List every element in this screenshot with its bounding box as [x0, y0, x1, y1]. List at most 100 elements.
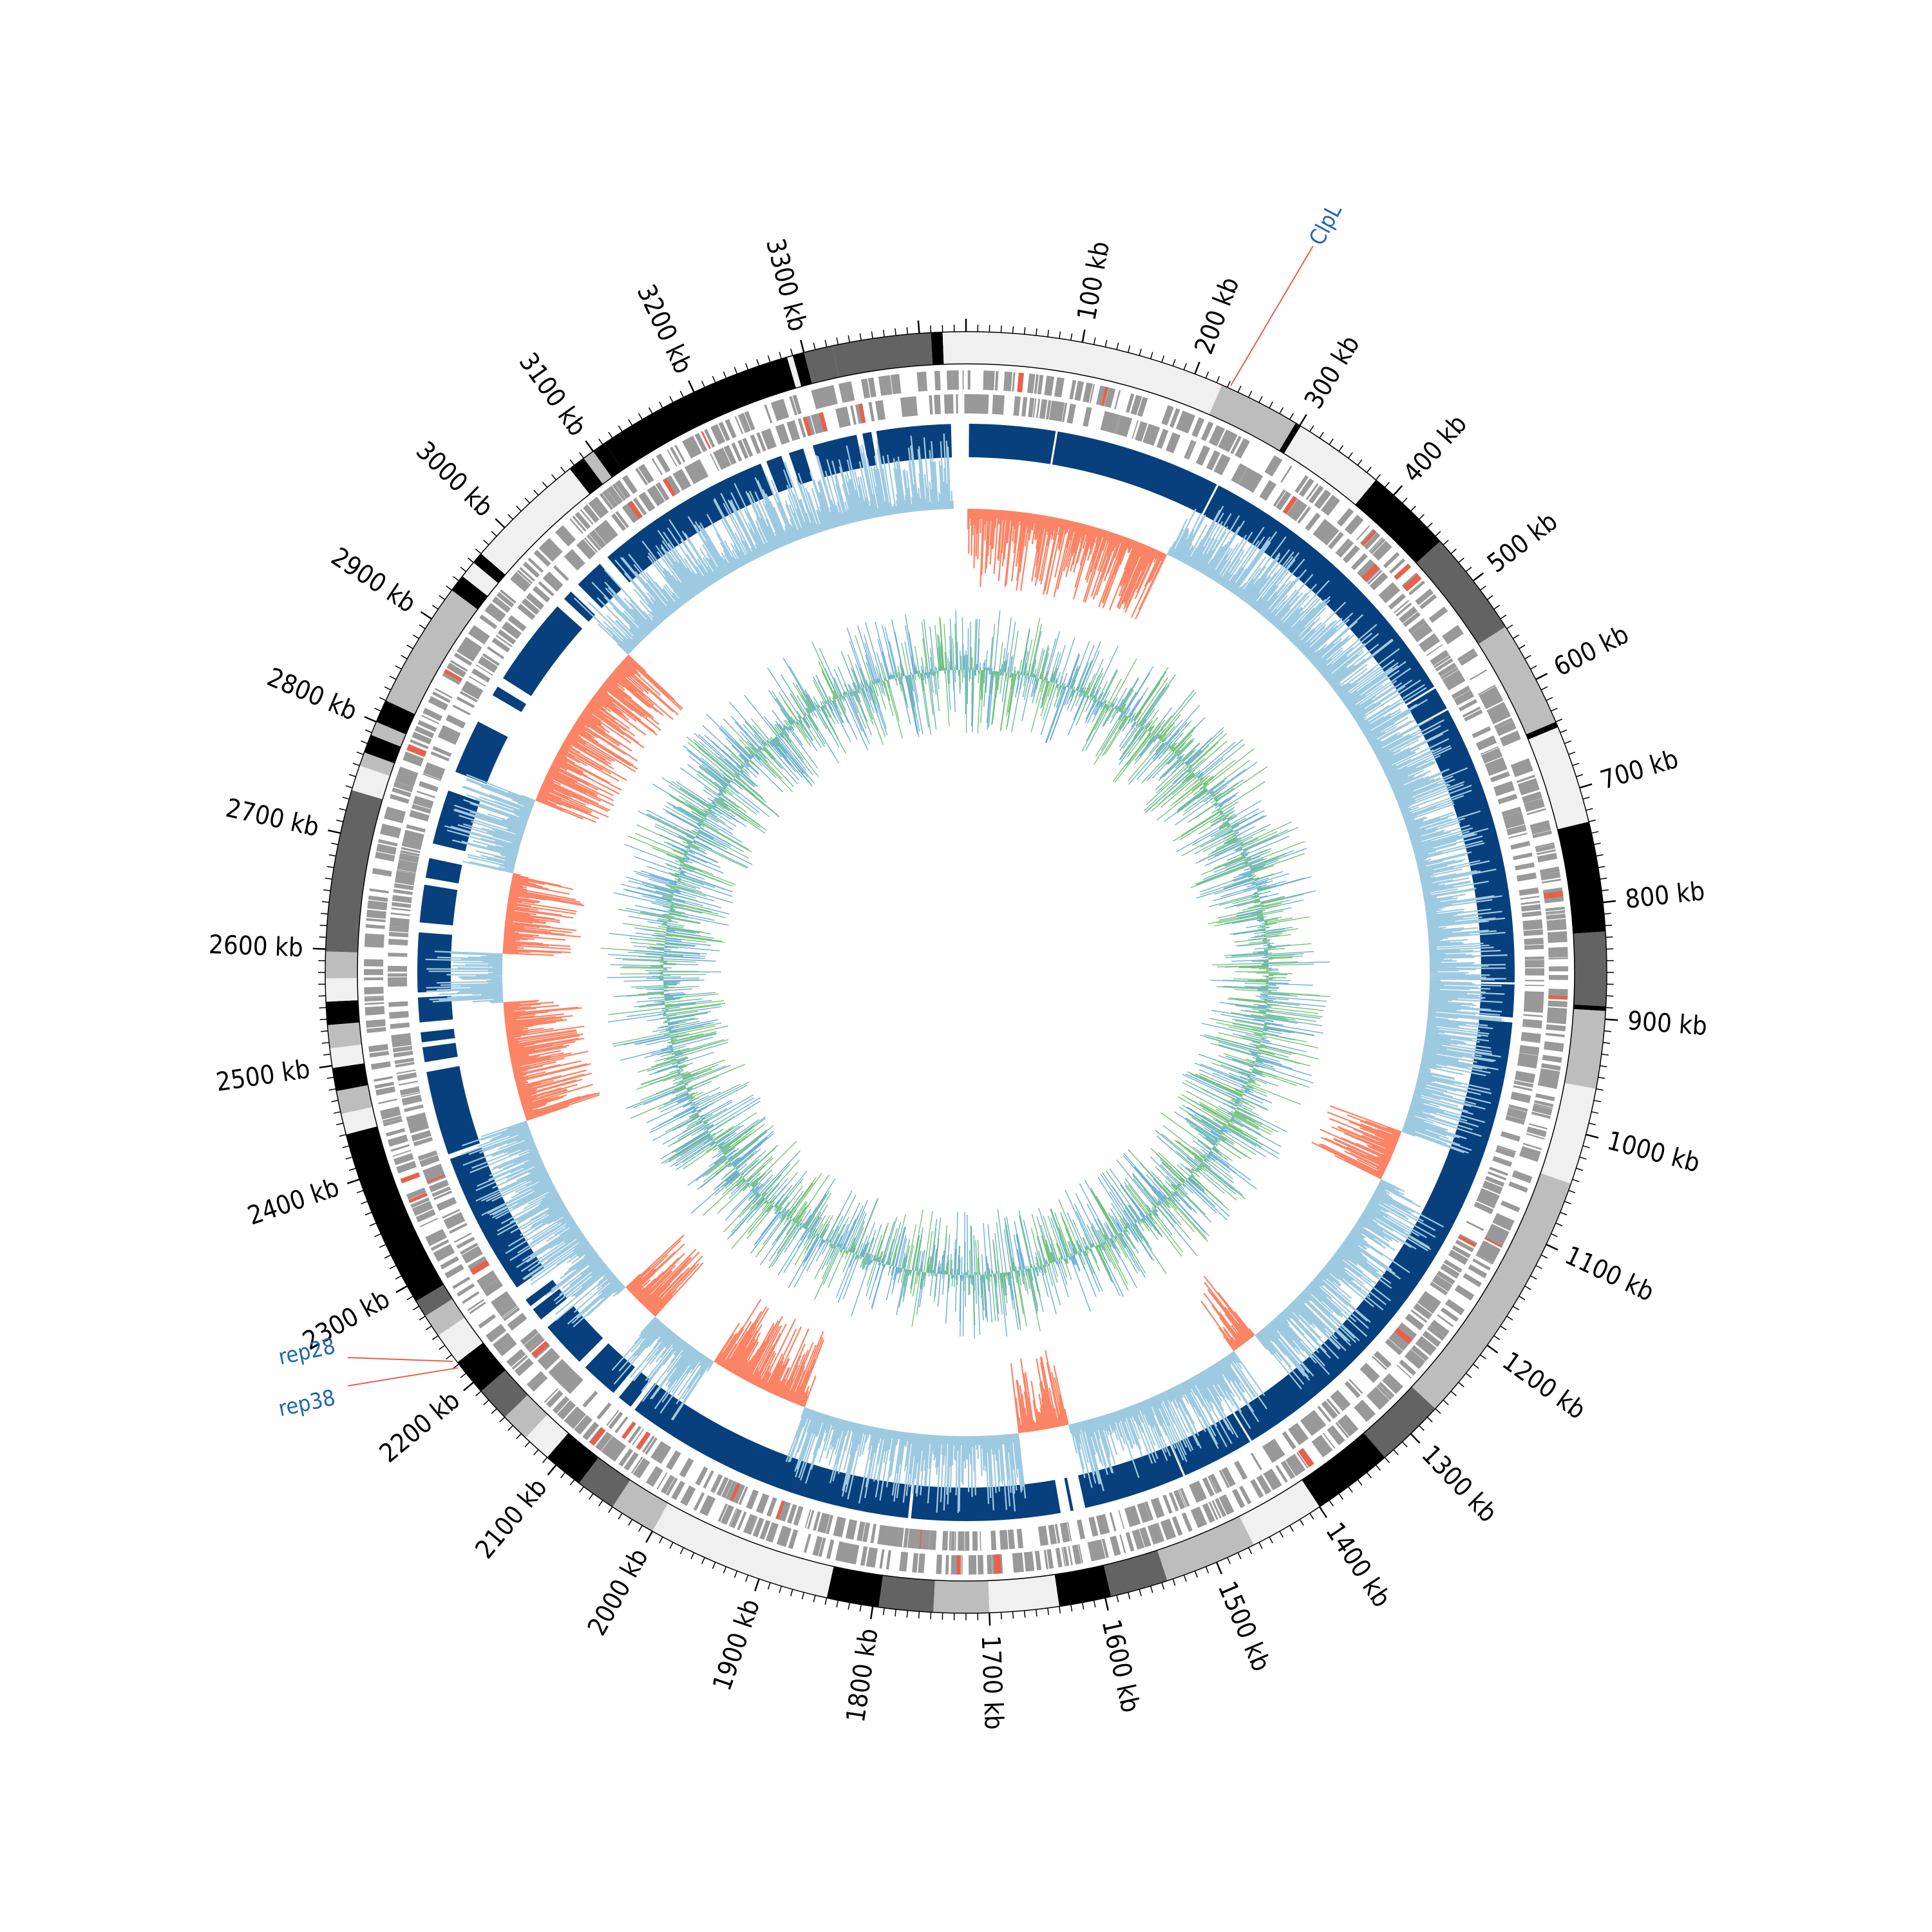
- karyotype-band: [386, 590, 478, 714]
- karyotype-band: [787, 355, 802, 388]
- karyotype-band: [525, 1414, 569, 1458]
- karyotype-band: [1526, 721, 1558, 740]
- karyotype-band: [604, 357, 797, 470]
- karyotype-band: [826, 1566, 883, 1607]
- karyotype-band: [1054, 1565, 1112, 1607]
- position-label: 100 kb: [1072, 239, 1115, 323]
- position-label: 3000 kb: [410, 436, 499, 523]
- position-ticks: [312, 319, 1618, 1626]
- minor-ticks: [318, 325, 1614, 1620]
- annotation-label-rep38: rep38: [276, 1385, 337, 1422]
- position-label: 200 kb: [1189, 273, 1245, 358]
- karyotype-band: [1302, 1433, 1385, 1507]
- karyotype-band: [832, 332, 933, 377]
- karyotype-band: [415, 1284, 453, 1316]
- karyotype-band: [1416, 541, 1506, 645]
- karyotype-band: [1157, 1516, 1254, 1581]
- karyotype-band: [325, 790, 383, 952]
- skew-blue-series: [607, 610, 1331, 1339]
- annotation-label-rep28: rep28: [276, 1333, 337, 1370]
- synteny-block-ring: [417, 424, 1515, 1521]
- karyotype-band: [326, 1000, 360, 1025]
- gene-annotations: ClpL rep28 rep38: [276, 200, 1347, 1422]
- karyotype-band: [652, 1503, 834, 1598]
- position-label: 800 kb: [1624, 876, 1706, 914]
- karyotype-band: [364, 735, 401, 764]
- position-label: 2100 kb: [470, 1473, 553, 1564]
- karyotype-band: [462, 562, 498, 596]
- karyotype-outline-inner: [357, 363, 1575, 1582]
- karyotype-band: [493, 469, 590, 562]
- karyotype-band: [370, 721, 406, 747]
- karyotype-band: [376, 700, 415, 735]
- karyotype-band: [1540, 1083, 1596, 1184]
- annotation-line-clpl: [1230, 245, 1314, 386]
- karyotype-band: [1279, 422, 1301, 454]
- annotation-line-rep38: [347, 1367, 458, 1387]
- karyotype-band: [1412, 1173, 1571, 1409]
- karyotype-band: [332, 1063, 368, 1092]
- karyotype-band: [504, 1394, 548, 1438]
- position-label: 1300 kb: [1416, 1440, 1502, 1529]
- position-label: 1400 kb: [1320, 1517, 1396, 1613]
- karyotype-band: [1573, 1005, 1606, 1011]
- karyotype-band: [1573, 931, 1607, 1007]
- karyotype-band: [1239, 1480, 1320, 1546]
- histogram-positive: [425, 433, 1508, 1513]
- karyotype-band: [480, 1370, 528, 1417]
- annotation-line-rep28: [347, 1357, 453, 1362]
- karyotype-band: [569, 458, 603, 495]
- position-label: 2500 kb: [214, 1054, 312, 1097]
- karyotype-band: [988, 1574, 1059, 1613]
- karyotype-band: [336, 1085, 373, 1114]
- position-label: 1000 kb: [1604, 1126, 1703, 1179]
- karyotype-band: [612, 1480, 668, 1531]
- position-label: 2200 kb: [374, 1385, 466, 1468]
- major-ticks: [312, 319, 1618, 1626]
- karyotype-band: [1478, 627, 1556, 735]
- karyotype-band: [480, 540, 516, 575]
- position-label: 300 kb: [1299, 330, 1366, 414]
- annotation-label-clpl: ClpL: [1304, 200, 1347, 249]
- karyotype-band: [451, 576, 488, 610]
- position-label: 2600 kb: [208, 930, 303, 963]
- gc-skew-plot: [600, 610, 1331, 1339]
- karyotype-band: [473, 553, 506, 583]
- karyotype-band: [547, 1433, 599, 1484]
- karyotype-band: [457, 1342, 506, 1392]
- karyotype-band: [1209, 384, 1296, 451]
- karyotype-band: [325, 978, 358, 1002]
- karyotype-band: [1363, 1387, 1435, 1458]
- position-label: 3100 kb: [513, 348, 592, 442]
- karyotype-band: [583, 451, 612, 484]
- karyotype-band: [593, 443, 623, 478]
- position-label: 2800 kb: [263, 663, 361, 727]
- karyotype-band: [330, 1044, 365, 1068]
- karyotype-band: [1528, 727, 1589, 829]
- position-label: 2900 kb: [326, 542, 421, 619]
- position-label: 600 kb: [1549, 620, 1634, 683]
- karyotype-band: [327, 1022, 362, 1048]
- karyotype-band: [804, 345, 839, 384]
- position-label: 2000 kb: [582, 1544, 654, 1640]
- position-label: 2400 kb: [244, 1173, 343, 1231]
- position-label: 1600 kb: [1096, 1616, 1146, 1715]
- gc-content-histogram: [425, 433, 1508, 1513]
- karyotype-band: [792, 352, 812, 387]
- gene-strand-forward: [364, 370, 1568, 1575]
- position-label: 3200 kb: [631, 280, 698, 378]
- karyotype-band: [425, 1298, 465, 1336]
- karyotype-band: [1355, 480, 1441, 564]
- karyotype-band: [1564, 1009, 1606, 1089]
- karyotype-band: [878, 1575, 935, 1613]
- position-label: 900 kb: [1627, 1006, 1709, 1041]
- position-label: 1800 kb: [841, 1627, 884, 1725]
- skew-green-series: [600, 616, 1331, 1332]
- karyotype-band: [942, 332, 966, 365]
- karyotype-band: [931, 332, 944, 365]
- karyotype-band: [325, 951, 358, 979]
- karyotype-band: [346, 1126, 444, 1302]
- position-label: 1100 kb: [1560, 1240, 1658, 1307]
- position-label: 1500 kb: [1212, 1577, 1276, 1676]
